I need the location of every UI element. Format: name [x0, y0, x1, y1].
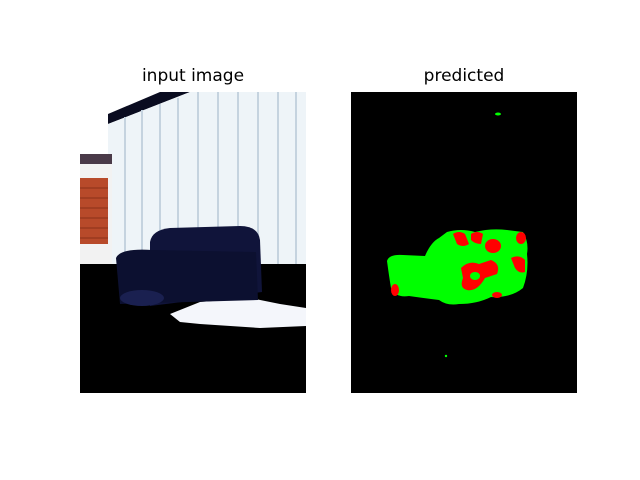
- prediction-panel: [351, 92, 577, 393]
- input-image: [80, 92, 306, 393]
- input-image-panel: [80, 92, 306, 393]
- title-input-image: input image: [141, 66, 245, 86]
- title-predicted: predicted: [423, 66, 505, 86]
- prediction-mask: [351, 92, 577, 393]
